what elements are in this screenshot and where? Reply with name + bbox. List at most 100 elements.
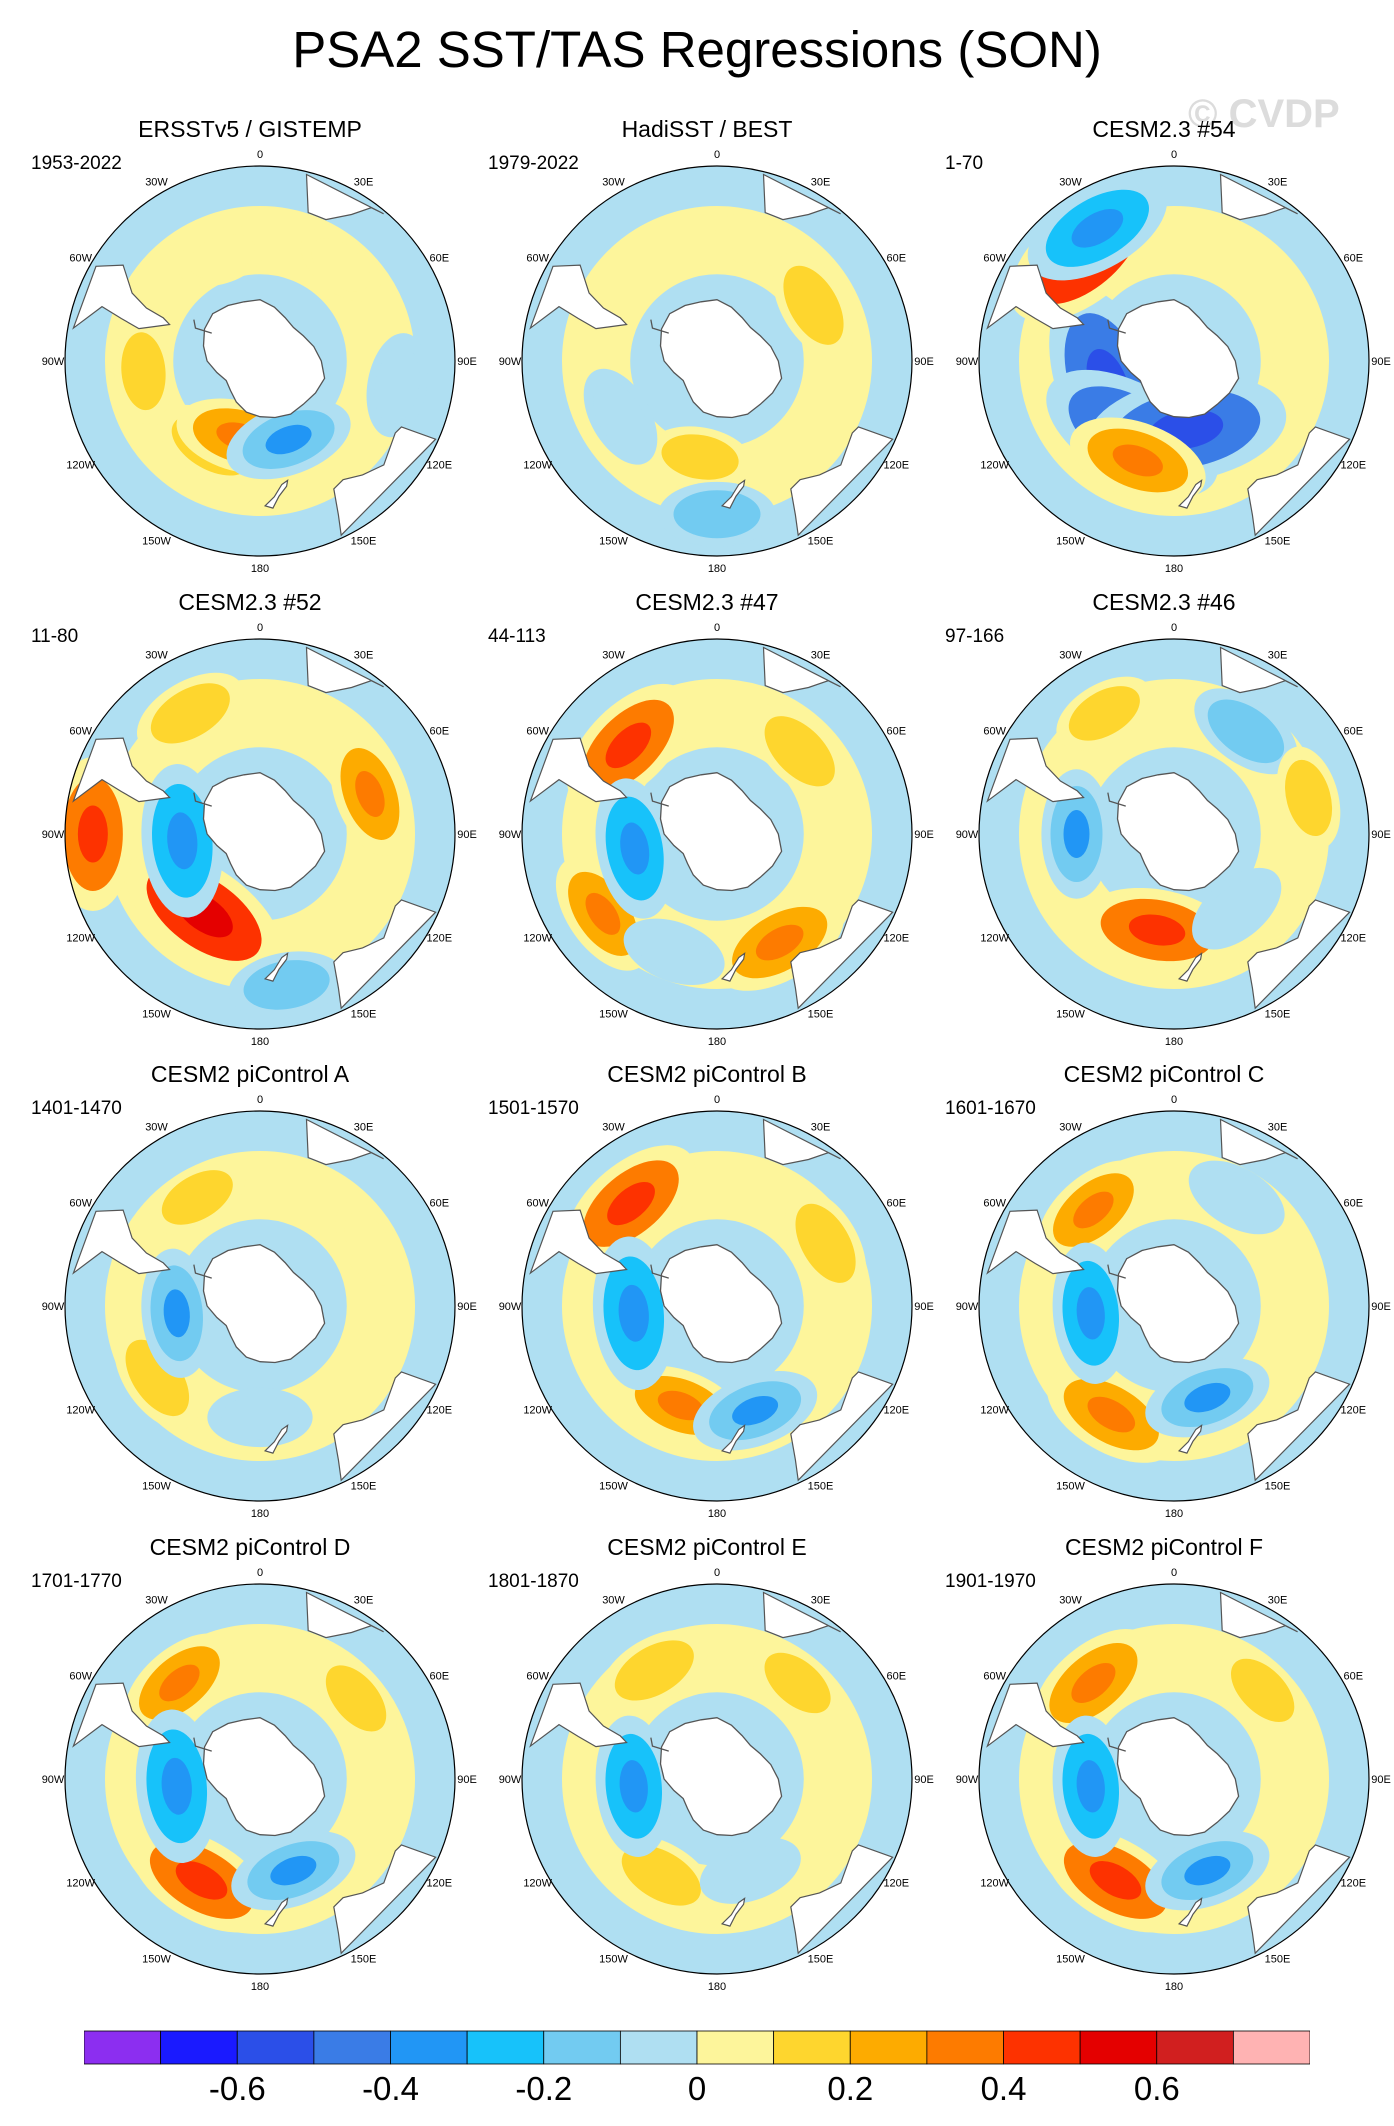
longitude-label: 120W [980,1878,1009,1890]
longitude-label: 120W [523,933,552,945]
africa-landmass [1219,1118,1298,1166]
antarctic-peninsula [193,1264,212,1279]
anomaly-region [712,1846,788,1896]
longitude-label: 120W [66,460,95,472]
longitude-label: 0 [714,622,720,634]
longitude-label: 150W [142,1480,171,1492]
longitude-label: 60W [526,253,549,265]
longitude-label: 60W [983,726,1006,738]
antarctic-peninsula [193,1737,212,1752]
longitude-label: 180 [708,1036,726,1048]
longitude-label: 180 [708,1981,726,1993]
longitude-label: 90E [1371,356,1391,368]
anomaly-region [1285,759,1333,837]
longitude-label: 30W [145,177,168,189]
anomaly-region [344,1211,394,1275]
longitude-label: 30E [1268,1595,1288,1607]
polar-map: 0 30E 60E 90E 120E 150E 180 150W 120W 90W 60W 30W [42,149,477,575]
anomaly-region [1279,326,1320,396]
longitude-label: 90W [499,1774,522,1786]
longitude-label: 90W [42,829,65,841]
polar-map: 0 30E 60E 90E 120E 150E 180 150W 120W 90W 60W 30W [42,1567,477,1993]
anomaly-region [188,234,256,279]
anomaly-region [121,332,166,411]
map-panel: ERSSTv5 / GISTEMP 0 30E 60E 90E 120E 150E 180 15… [20,115,480,585]
anomaly-region [221,1395,299,1440]
longitude-label: 120E [883,1405,909,1417]
colorbar-swatch [849,2030,928,2065]
longitude-label: 120E [426,933,452,945]
longitude-label: 150E [351,1008,377,1020]
longitude-label: 150W [1056,1480,1085,1492]
colorbar-swatch [1156,2030,1234,2065]
anomaly-region [1207,699,1285,764]
longitude-label: 60E [887,253,907,265]
longitude-label: 60E [430,1671,450,1683]
anomaly-core [1087,1396,1136,1433]
australia-landmass [790,1844,894,1955]
south-america-landmass [72,737,171,803]
australia-landmass [790,899,894,1010]
colorbar-tick-label: -0.6 [208,2070,266,2107]
anomaly-region [795,1203,856,1283]
antarctica-landmass [659,1244,783,1364]
longitude-label: 90E [457,829,477,841]
anomaly-region [673,490,761,539]
longitude-label: 150E [351,535,377,547]
longitude-label: 150E [808,535,834,547]
longitude-label: 150W [1056,1953,1085,1965]
longitude-label: 60E [1344,1198,1364,1210]
africa-landmass [1219,646,1298,694]
australia-landmass [1247,1371,1351,1482]
colorbar-swatch [619,2030,698,2065]
colorbar-swatch [773,2030,851,2065]
australia-landmass [333,1844,437,1955]
africa-landmass [1219,1591,1298,1639]
anomaly-region [1068,686,1140,741]
longitude-label: 90E [914,1301,934,1313]
longitude-label: 90W [956,829,979,841]
new-zealand-landmass [1177,952,1203,982]
africa-landmass [305,173,384,221]
antarctic-peninsula [650,1737,669,1752]
antarctic-peninsula [1107,1737,1126,1752]
polar-map: 0 30E 60E 90E 120E 150E 180 150W 120W 90W 60W 30W [499,622,934,1048]
panel-title: ERSSTv5 / GISTEMP [138,116,362,142]
longitude-label: 150W [1056,1008,1085,1020]
panel-period: 1401-1470 [31,1098,122,1119]
polar-map: 0 30E 60E 90E 120E 150E 180 150W 120W 90W 60W 30W [42,1094,477,1520]
longitude-label: 60E [887,726,907,738]
longitude-label: 120E [1340,1405,1366,1417]
longitude-label: 90W [956,1774,979,1786]
map-panel: HadiSST / BEST 0 30E 60E 90E 120E 150E 180 150W 1… [477,115,937,585]
map-panel: CESM2 piControl C 0 30E 60E 90E 120E 150E 180 15… [934,1060,1394,1530]
anomaly-region [1201,1170,1273,1225]
new-zealand-landmass [720,952,746,982]
longitude-label: 60W [526,1198,549,1210]
colorbar-tick-label: 0.6 [1133,2070,1180,2107]
panel-period: 1953-2022 [31,153,122,174]
longitude-label: 120W [523,460,552,472]
anomaly-core [755,924,804,961]
panel-title: CESM2 piControl C [1063,1061,1265,1087]
new-zealand-landmass [1177,1897,1203,1927]
new-zealand-landmass [263,952,289,982]
antarctic-peninsula [1107,319,1126,334]
longitude-label: 30E [1268,1122,1288,1134]
longitude-label: 90E [457,356,477,368]
antarctic-peninsula [650,319,669,334]
longitude-label: 0 [257,1094,263,1106]
map-panel: CESM2 piControl E 0 30E 60E 90E 120E 150E 180 15… [477,1533,937,2003]
panel-period: 1701-1770 [31,1571,122,1592]
longitude-label: 180 [708,1508,726,1520]
longitude-label: 180 [1165,1508,1183,1520]
longitude-label: 90W [499,829,522,841]
anomaly-core [1184,1382,1231,1413]
longitude-label: 60W [69,253,92,265]
colorbar-tick-label: -0.2 [515,2070,573,2107]
longitude-label: 60W [983,1198,1006,1210]
longitude-label: 180 [251,1981,269,1993]
longitude-label: 30E [1268,177,1288,189]
south-america-landmass [72,1209,171,1275]
panel-title: CESM2 piControl E [607,1534,807,1560]
